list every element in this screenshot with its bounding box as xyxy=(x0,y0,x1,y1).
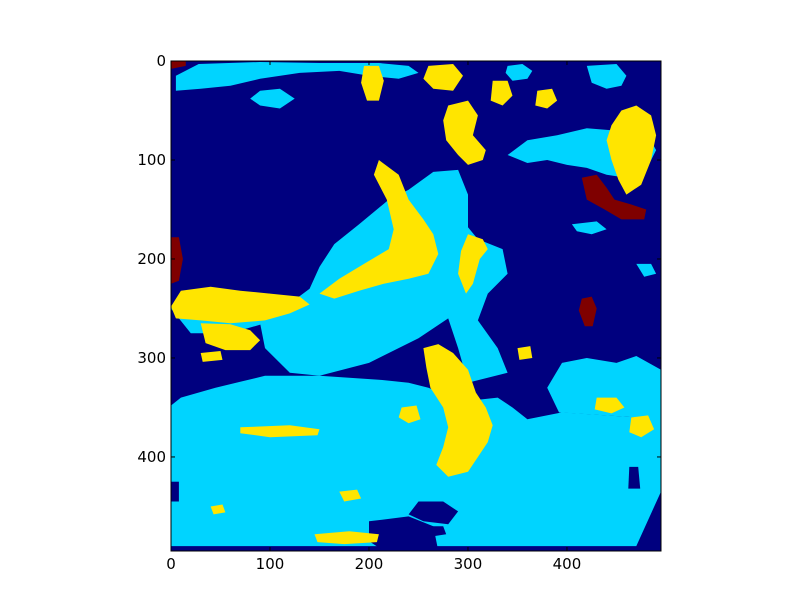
heatmap-region-class-2 xyxy=(594,397,625,414)
heatmap-region-class-2 xyxy=(490,80,513,106)
heatmap-region-class-2 xyxy=(210,504,226,515)
x-tick-label: 300 xyxy=(454,555,483,573)
heatmap-region-class-2 xyxy=(314,531,379,545)
heatmap-region-class-1 xyxy=(171,375,661,547)
y-tick-label: 400 xyxy=(137,448,166,466)
x-tick-label: 0 xyxy=(166,555,176,573)
heatmap-region-class-1 xyxy=(646,422,661,477)
heatmap-region-class-2 xyxy=(200,351,223,362)
heatmap-region-class-1 xyxy=(279,402,305,418)
heatmap-region-class-0 xyxy=(408,501,459,525)
heatmap-region-class-1 xyxy=(175,62,419,91)
heatmap-region-class-1 xyxy=(571,221,607,235)
heatmap-region-class-0 xyxy=(369,516,439,551)
heatmap-region-class-3 xyxy=(171,61,186,69)
heatmap-region-class-2 xyxy=(361,65,384,101)
heatmap-region-class-1 xyxy=(505,64,533,81)
heatmap-region-class-2 xyxy=(443,100,486,165)
heatmap-region-class-2 xyxy=(517,346,533,360)
heatmap-region-class-2 xyxy=(200,323,261,351)
heatmap-region-class-1 xyxy=(586,64,627,89)
heatmap-region-class-3 xyxy=(578,296,597,327)
heatmap-region-class-1 xyxy=(250,88,295,109)
y-tick-label: 0 xyxy=(156,52,166,70)
axis-ticks xyxy=(170,60,661,551)
heatmap-region-class-2 xyxy=(319,160,439,299)
heatmap-region-class-1 xyxy=(636,263,657,277)
heatmap-region-class-2 xyxy=(423,344,493,477)
axis-tick-labels: 0 100 200 300 400 0 100 200 300 400 xyxy=(137,52,581,573)
y-tick-label: 200 xyxy=(137,250,166,268)
heatmap-region-class-2 xyxy=(398,405,421,424)
plot-frame xyxy=(170,60,662,552)
heatmap-region-class-2 xyxy=(171,286,310,324)
heatmap-region-class-2 xyxy=(535,88,558,109)
x-tick-label: 200 xyxy=(355,555,384,573)
heatmap-region-class-2 xyxy=(423,64,463,91)
y-tick-label: 100 xyxy=(137,151,166,169)
heatmap-region-class-2 xyxy=(240,425,320,438)
heatmap-region-class-0 xyxy=(628,466,641,489)
heatmap-region-class-2 xyxy=(339,489,362,502)
heatmap-region-class-2 xyxy=(458,234,488,294)
y-tick-label: 300 xyxy=(137,349,166,367)
x-tick-label: 100 xyxy=(256,555,285,573)
heatmap-image xyxy=(171,61,661,551)
heatmap-region-class-2 xyxy=(606,105,657,195)
heatmap-region-class-2 xyxy=(629,415,655,438)
x-tick-label: 400 xyxy=(553,555,582,573)
heatmap-region-class-3 xyxy=(581,174,647,220)
heatmap-region-class-3 xyxy=(171,237,183,284)
heatmap-region-class-0 xyxy=(428,526,447,537)
heatmap-region-class-0 xyxy=(171,481,179,502)
